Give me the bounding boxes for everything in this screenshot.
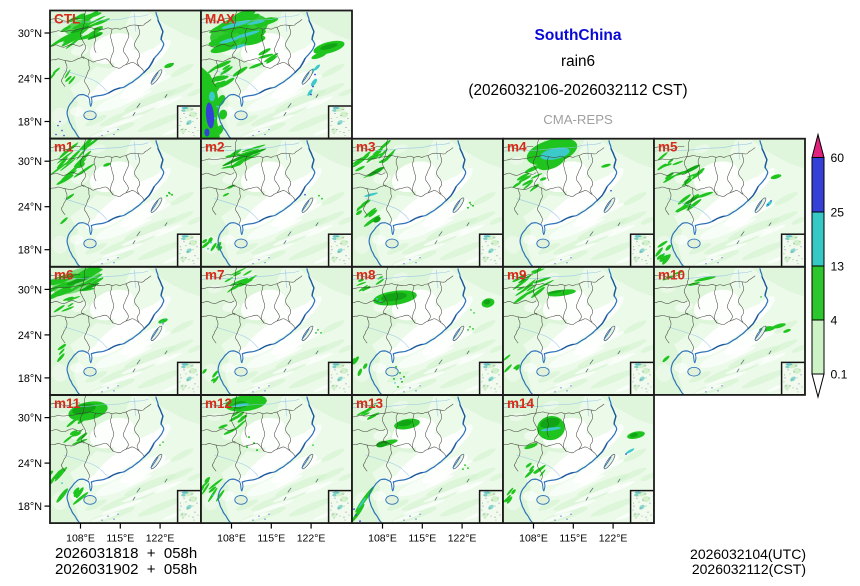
svg-text:18°N: 18°N	[18, 116, 42, 128]
svg-text:m11: m11	[54, 396, 81, 411]
svg-text:m9: m9	[507, 268, 527, 283]
svg-text:18°N: 18°N	[18, 501, 42, 513]
svg-text:m2: m2	[205, 140, 225, 155]
svg-text:m3: m3	[356, 140, 376, 155]
svg-text:rain6: rain6	[561, 53, 595, 70]
svg-text:30°N: 30°N	[18, 284, 42, 296]
svg-text:CTL: CTL	[54, 11, 80, 26]
svg-text:115°E: 115°E	[408, 533, 436, 545]
svg-text:24°N: 24°N	[18, 73, 42, 85]
svg-text:30°N: 30°N	[18, 28, 42, 40]
svg-text:108°E: 108°E	[66, 533, 95, 545]
svg-text:25: 25	[831, 205, 845, 219]
svg-text:m14: m14	[507, 396, 535, 411]
svg-text:m6: m6	[54, 268, 74, 283]
svg-text:122°E: 122°E	[448, 533, 477, 545]
svg-text:(2026032106-2026032112 CST): (2026032106-2026032112 CST)	[468, 82, 687, 99]
svg-text:m4: m4	[507, 140, 527, 155]
svg-text:0.1: 0.1	[831, 367, 848, 381]
svg-text:122°E: 122°E	[146, 533, 175, 545]
svg-text:30°N: 30°N	[18, 413, 42, 425]
svg-text:CMA-REPS: CMA-REPS	[543, 112, 613, 127]
svg-text:4: 4	[831, 313, 838, 327]
svg-text:m1: m1	[54, 140, 74, 155]
svg-text:m12: m12	[205, 396, 232, 411]
svg-text:2026031902 + 058h: 2026031902 + 058h	[55, 561, 197, 578]
svg-text:60: 60	[831, 151, 845, 165]
svg-text:2026031818 + 058h: 2026031818 + 058h	[55, 545, 197, 562]
svg-text:115°E: 115°E	[559, 533, 587, 545]
svg-text:13: 13	[831, 259, 845, 273]
svg-text:24°N: 24°N	[18, 202, 42, 214]
svg-text:18°N: 18°N	[18, 373, 42, 385]
svg-text:115°E: 115°E	[257, 533, 285, 545]
svg-text:30°N: 30°N	[18, 156, 42, 168]
svg-text:2026032112(CST): 2026032112(CST)	[692, 561, 806, 577]
svg-text:24°N: 24°N	[18, 458, 42, 470]
svg-text:m10: m10	[658, 268, 685, 283]
svg-text:m7: m7	[205, 268, 225, 283]
svg-text:MAX: MAX	[205, 11, 235, 26]
svg-text:24°N: 24°N	[18, 330, 42, 342]
svg-text:115°E: 115°E	[106, 533, 134, 545]
svg-text:108°E: 108°E	[217, 533, 246, 545]
svg-text:m8: m8	[356, 268, 376, 283]
svg-text:108°E: 108°E	[519, 533, 548, 545]
svg-text:122°E: 122°E	[599, 533, 628, 545]
svg-text:122°E: 122°E	[297, 533, 326, 545]
svg-text:SouthChina: SouthChina	[535, 27, 622, 44]
svg-text:108°E: 108°E	[368, 533, 397, 545]
svg-text:2026032104(UTC): 2026032104(UTC)	[690, 546, 806, 562]
svg-text:m13: m13	[356, 396, 384, 411]
svg-text:m5: m5	[658, 140, 678, 155]
svg-text:18°N: 18°N	[18, 245, 42, 257]
